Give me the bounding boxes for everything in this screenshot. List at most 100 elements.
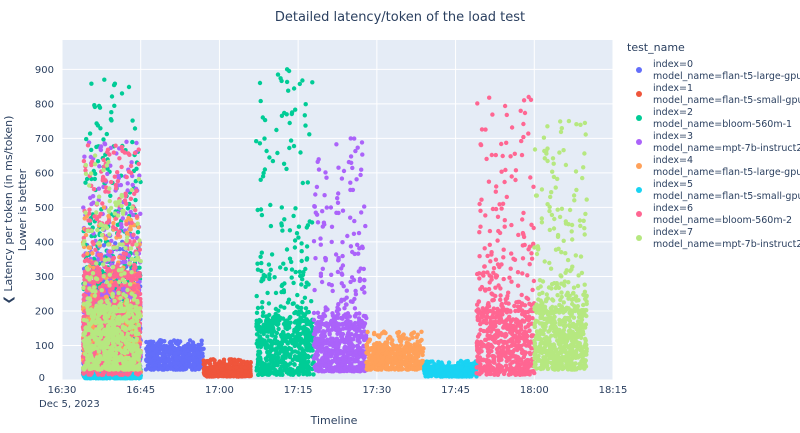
data-point — [306, 309, 311, 315]
data-point — [281, 330, 286, 335]
data-point — [158, 344, 164, 350]
data-point — [104, 131, 110, 137]
data-point — [282, 217, 287, 222]
data-point — [333, 252, 339, 257]
data-point — [255, 207, 260, 213]
data-point — [89, 147, 94, 153]
data-point — [193, 366, 198, 372]
data-point — [348, 361, 354, 367]
data-point — [259, 305, 265, 310]
data-point — [350, 165, 355, 171]
data-point — [275, 355, 281, 360]
data-point — [299, 318, 304, 324]
data-point — [271, 319, 277, 325]
data-point — [180, 365, 185, 371]
data-point — [176, 340, 182, 345]
data-point — [269, 359, 274, 364]
data-point — [355, 335, 360, 340]
data-point — [167, 349, 172, 354]
data-point — [359, 167, 364, 172]
data-point — [299, 369, 304, 374]
data-point — [109, 118, 114, 123]
data-point — [224, 372, 229, 377]
data-point — [158, 338, 163, 343]
data-point — [133, 197, 138, 203]
data-point — [330, 311, 335, 316]
data-point — [353, 292, 359, 297]
data-point — [265, 334, 270, 339]
data-point — [286, 68, 292, 74]
data-point — [105, 171, 110, 177]
data-point — [266, 344, 271, 349]
data-point — [275, 362, 280, 367]
data-point — [356, 269, 361, 274]
data-point — [343, 312, 348, 317]
data-point — [300, 356, 305, 361]
data-point — [347, 335, 352, 341]
data-point — [327, 328, 332, 333]
data-point — [340, 315, 345, 321]
data-point — [269, 340, 274, 345]
data-point — [160, 355, 165, 360]
data-point — [319, 338, 324, 343]
data-point — [322, 321, 327, 327]
scatter-points — [80, 67, 589, 381]
data-point — [282, 110, 287, 116]
data-point — [361, 284, 366, 290]
data-point — [357, 278, 362, 284]
data-point — [324, 175, 329, 180]
data-point — [87, 131, 93, 136]
data-point — [171, 338, 177, 343]
data-point — [339, 281, 344, 286]
data-point — [343, 302, 349, 307]
data-point — [259, 250, 264, 255]
data-point — [300, 299, 305, 305]
data-point — [254, 310, 260, 315]
data-point — [305, 180, 310, 185]
data-point — [364, 315, 369, 321]
data-point — [159, 366, 164, 371]
data-point — [243, 369, 248, 374]
data-point — [320, 224, 325, 229]
data-point — [187, 338, 193, 343]
data-point — [296, 305, 301, 310]
data-point — [201, 366, 206, 372]
data-point — [348, 215, 353, 220]
data-point — [120, 216, 126, 221]
data-point — [262, 136, 267, 141]
data-point — [351, 369, 357, 374]
data-point — [340, 263, 346, 268]
data-point — [320, 209, 325, 214]
data-point — [173, 364, 178, 370]
data-point — [329, 369, 334, 374]
data-point — [113, 241, 118, 246]
data-point — [319, 314, 324, 320]
data-point — [130, 139, 135, 145]
data-point — [334, 142, 339, 147]
data-point — [341, 359, 346, 364]
data-point — [316, 167, 322, 172]
data-point — [355, 145, 360, 150]
data-point — [93, 171, 98, 176]
data-point — [281, 261, 286, 266]
data-point — [357, 340, 362, 345]
data-point — [255, 261, 260, 266]
data-point — [268, 202, 273, 208]
data-point — [259, 268, 264, 274]
data-point — [279, 78, 284, 84]
data-point — [356, 316, 362, 321]
data-point — [292, 245, 298, 250]
data-point — [291, 86, 297, 91]
data-point — [273, 334, 278, 339]
data-point — [176, 350, 181, 355]
data-point — [299, 241, 304, 246]
data-point — [289, 368, 295, 373]
data-point — [345, 233, 350, 239]
data-point — [207, 359, 213, 364]
data-point — [344, 368, 350, 374]
data-point — [342, 297, 347, 302]
data-point — [262, 167, 268, 172]
data-point — [296, 235, 301, 240]
data-point — [258, 98, 263, 104]
data-point — [357, 311, 362, 316]
